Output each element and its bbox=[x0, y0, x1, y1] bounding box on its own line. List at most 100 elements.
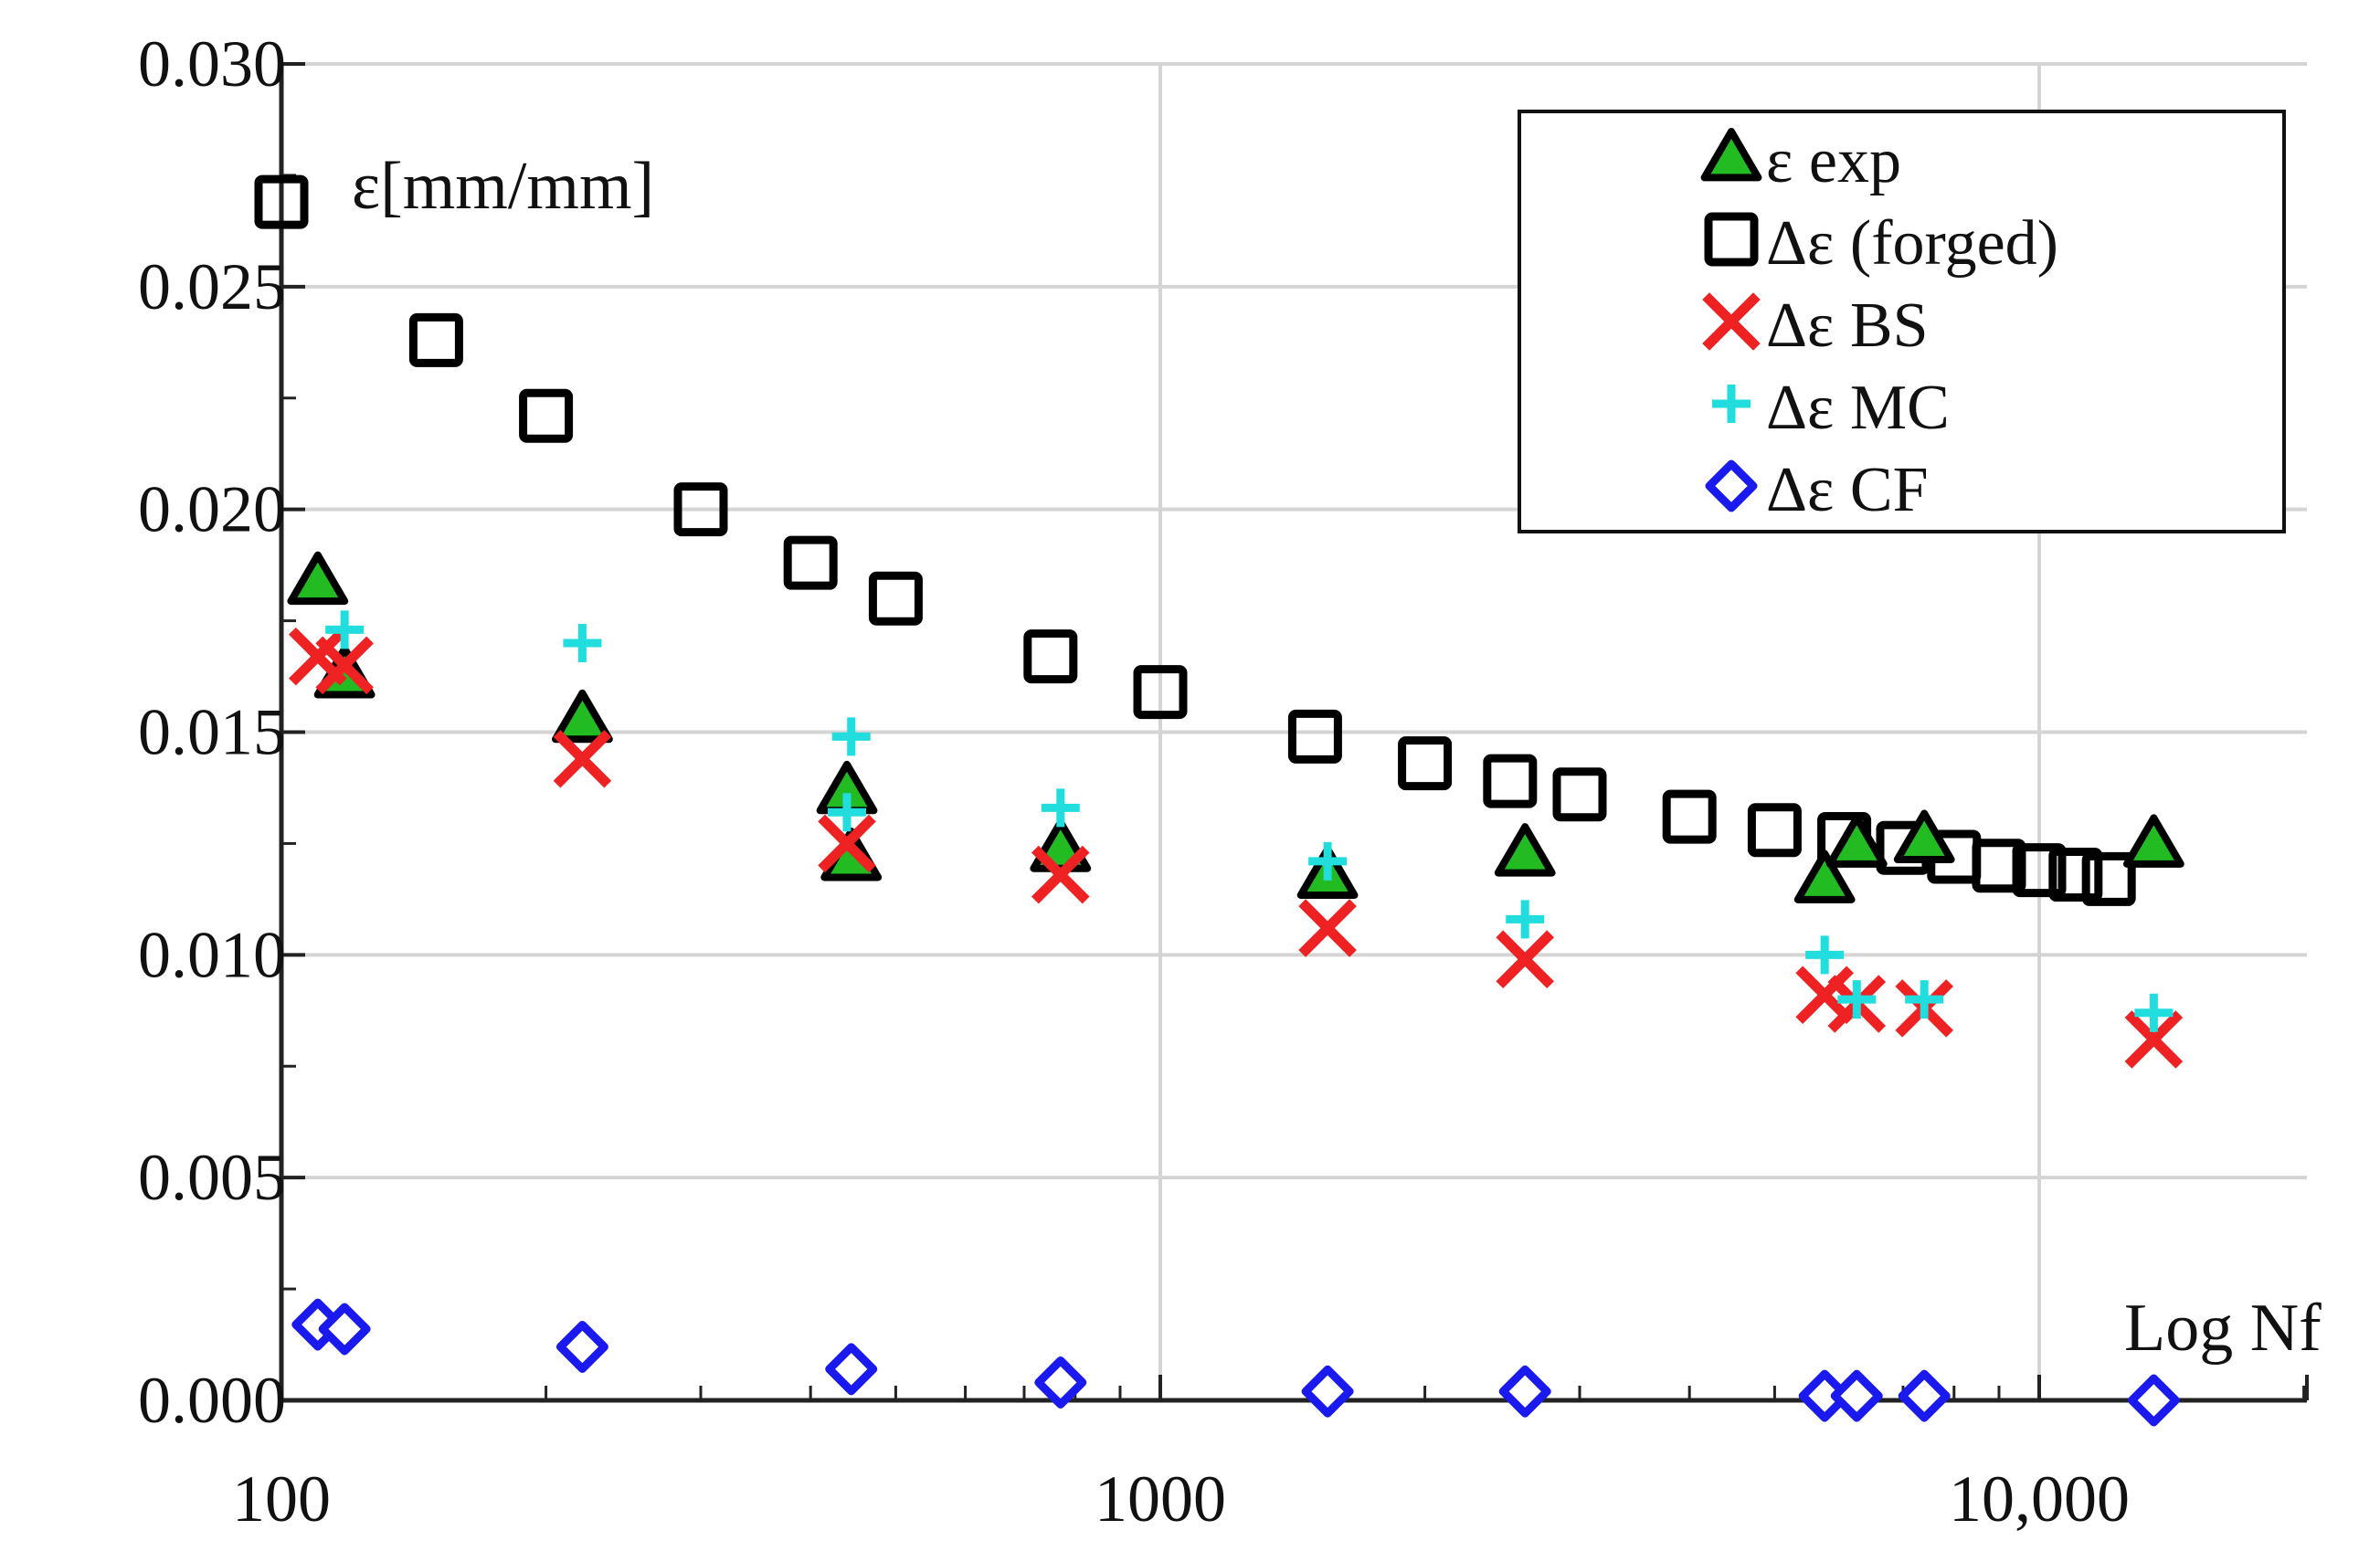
data-point-square bbox=[1287, 709, 1342, 764]
data-point-triangle bbox=[2122, 814, 2184, 868]
data-point-square bbox=[1662, 789, 1717, 844]
data-points bbox=[254, 174, 2184, 1427]
data-point-diamond bbox=[1830, 1369, 1883, 1422]
legend-entry: Δε MC bbox=[1712, 373, 1950, 443]
diamond-marker bbox=[1830, 1369, 1883, 1422]
data-point-x bbox=[1795, 966, 1854, 1025]
diamond-marker bbox=[1498, 1365, 1551, 1418]
data-point-triangle bbox=[287, 551, 349, 606]
x-marker-stroke bbox=[1702, 292, 1761, 351]
x-tick-label: 100 bbox=[232, 1462, 331, 1536]
triangle-marker bbox=[1494, 823, 1556, 877]
legend-box bbox=[1518, 110, 2286, 533]
x-tick-label: 10,000 bbox=[1949, 1462, 2130, 1536]
square-marker bbox=[1287, 709, 1342, 764]
data-point-plus bbox=[828, 793, 867, 832]
data-point-x bbox=[1298, 899, 1357, 957]
square-marker bbox=[1023, 629, 1078, 684]
data-point-diamond bbox=[1034, 1356, 1087, 1409]
diamond-marker bbox=[1705, 459, 1758, 512]
legend: ε exp Δε (forged) Δε BS Δε MC Δε CF bbox=[1518, 110, 2286, 533]
diamond-marker bbox=[555, 1320, 608, 1373]
data-point-diamond bbox=[1301, 1365, 1354, 1418]
y-tick-label: 0.005 bbox=[138, 1141, 286, 1214]
data-point-square bbox=[2081, 851, 2136, 906]
data-point-plus bbox=[1805, 935, 1845, 975]
square-marker bbox=[1483, 754, 1538, 808]
data-point-plus bbox=[1837, 980, 1877, 1019]
data-point-triangle bbox=[1825, 814, 1888, 868]
legend-entry: ε exp bbox=[1700, 126, 1901, 196]
diamond-marker bbox=[2127, 1374, 2180, 1427]
x-marker-stroke bbox=[1031, 845, 1090, 904]
data-point-square bbox=[868, 571, 923, 626]
legend-marker-plus bbox=[1712, 385, 1751, 423]
data-point-square bbox=[2012, 843, 2067, 898]
legend-marker-diamond bbox=[1705, 459, 1758, 512]
data-point-diamond bbox=[1498, 1365, 1551, 1418]
data-point-plus bbox=[325, 610, 365, 649]
data-point-plus bbox=[1506, 900, 1545, 939]
square-marker bbox=[2048, 848, 2103, 902]
legend-label: Δε (forged) bbox=[1766, 208, 2058, 279]
x-marker-stroke bbox=[1298, 899, 1357, 957]
data-point-plus bbox=[1905, 980, 1944, 1019]
square-marker bbox=[1704, 212, 1759, 267]
y-tick-label: 0.030 bbox=[138, 27, 286, 100]
square-marker bbox=[1662, 789, 1717, 844]
data-point-diamond bbox=[2127, 1374, 2180, 1427]
legend-label: ε exp bbox=[1766, 126, 1901, 196]
y-tick-label: 0.000 bbox=[138, 1364, 286, 1437]
y-tick-label: 0.025 bbox=[138, 250, 286, 323]
data-point-square bbox=[1398, 736, 1453, 791]
data-point-plus bbox=[831, 717, 871, 756]
legend-label: Δε CF bbox=[1766, 455, 1929, 525]
data-point-x bbox=[2124, 1010, 2184, 1069]
x-axis-label: Log Nf bbox=[2124, 1291, 2322, 1366]
diamond-marker bbox=[825, 1343, 878, 1396]
square-marker bbox=[1747, 803, 1802, 858]
diamond-marker bbox=[318, 1303, 371, 1356]
x-marker-stroke bbox=[315, 636, 374, 695]
data-point-triangle bbox=[1793, 850, 1856, 903]
triangle-marker bbox=[1793, 850, 1856, 903]
triangle-marker bbox=[1893, 809, 1955, 863]
data-point-square bbox=[519, 388, 574, 443]
series-plus bbox=[325, 610, 2174, 1032]
data-point-x bbox=[1496, 930, 1554, 988]
data-point-square bbox=[2048, 848, 2103, 902]
square-marker bbox=[868, 571, 923, 626]
data-point-square bbox=[1972, 839, 2026, 893]
legend-label: Δε MC bbox=[1766, 373, 1950, 443]
data-point-square bbox=[1023, 629, 1078, 684]
legend-label: Δε BS bbox=[1766, 290, 1929, 361]
data-point-triangle bbox=[1494, 823, 1556, 877]
legend-entry: Δε (forged) bbox=[1704, 208, 2058, 279]
x-marker-stroke bbox=[553, 729, 612, 788]
series-diamond bbox=[291, 1298, 2180, 1427]
diamond-marker bbox=[1034, 1356, 1087, 1409]
triangle-marker bbox=[1700, 128, 1762, 182]
square-marker bbox=[1552, 767, 1607, 822]
data-point-square bbox=[783, 535, 838, 590]
data-point-plus bbox=[563, 623, 602, 662]
diamond-marker bbox=[1301, 1365, 1354, 1418]
triangle-marker bbox=[2122, 814, 2184, 868]
square-marker bbox=[1133, 665, 1188, 720]
data-point-triangle bbox=[1893, 809, 1955, 863]
legend-marker-triangle bbox=[1700, 128, 1762, 182]
data-point-diamond bbox=[825, 1343, 878, 1396]
triangle-marker bbox=[1825, 814, 1888, 868]
y-tick-label: 0.015 bbox=[138, 696, 286, 769]
legend-entry: Δε BS bbox=[1702, 290, 1929, 361]
data-point-square bbox=[408, 312, 463, 367]
x-marker-stroke bbox=[289, 627, 347, 686]
data-point-square bbox=[673, 482, 728, 537]
data-point-x bbox=[818, 814, 876, 873]
square-marker bbox=[1972, 839, 2026, 893]
data-point-x bbox=[1031, 845, 1090, 904]
square-marker bbox=[783, 535, 838, 590]
data-point-square bbox=[1483, 754, 1538, 808]
x-tick-label: 1000 bbox=[1095, 1462, 1226, 1536]
